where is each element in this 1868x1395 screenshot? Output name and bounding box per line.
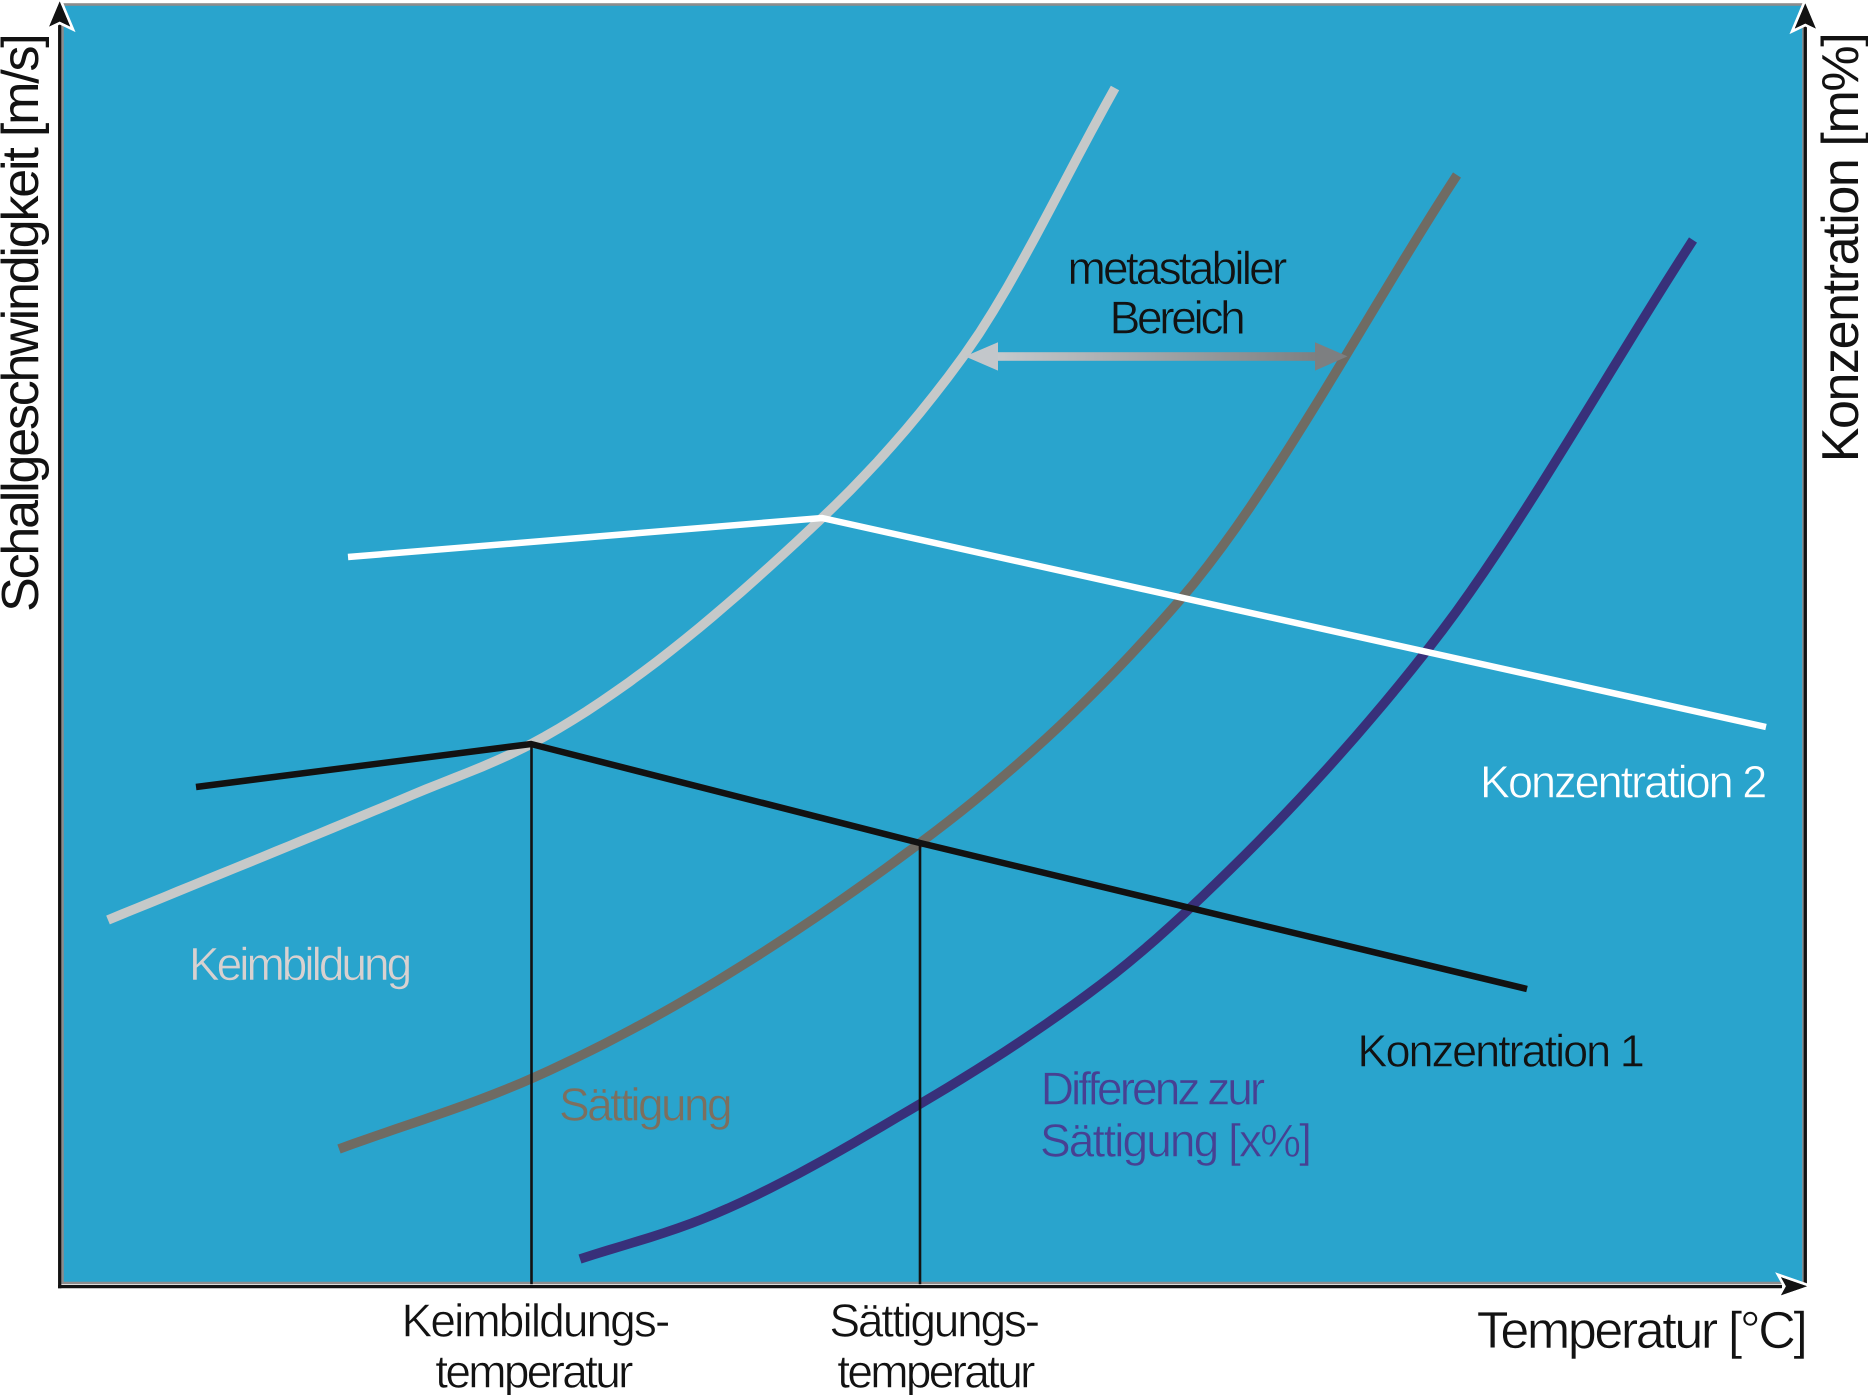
svg-text:Konzentration [m%]: Konzentration [m%]	[1812, 34, 1868, 463]
svg-text:Keimbildung: Keimbildung	[189, 938, 410, 990]
svg-text:Keimbildungs-: Keimbildungs-	[402, 1295, 669, 1347]
svg-text:Sättigung [x%]: Sättigung [x%]	[1040, 1115, 1310, 1167]
svg-text:Konzentration 1: Konzentration 1	[1358, 1026, 1643, 1077]
svg-text:Bereich: Bereich	[1110, 291, 1244, 343]
svg-text:temperatur: temperatur	[435, 1346, 633, 1395]
svg-text:temperatur: temperatur	[837, 1346, 1035, 1395]
svg-text:Schallgeschwindigkeit [m/s]: Schallgeschwindigkeit [m/s]	[0, 35, 50, 611]
svg-text:Differenz zur: Differenz zur	[1041, 1063, 1265, 1115]
svg-text:Temperatur [°C]: Temperatur [°C]	[1477, 1302, 1806, 1360]
svg-text:Sättigungs-: Sättigungs-	[829, 1295, 1038, 1347]
svg-text:Sättigung: Sättigung	[559, 1079, 730, 1131]
svg-text:metastabiler: metastabiler	[1068, 242, 1287, 294]
svg-text:Konzentration 2: Konzentration 2	[1480, 756, 1765, 807]
